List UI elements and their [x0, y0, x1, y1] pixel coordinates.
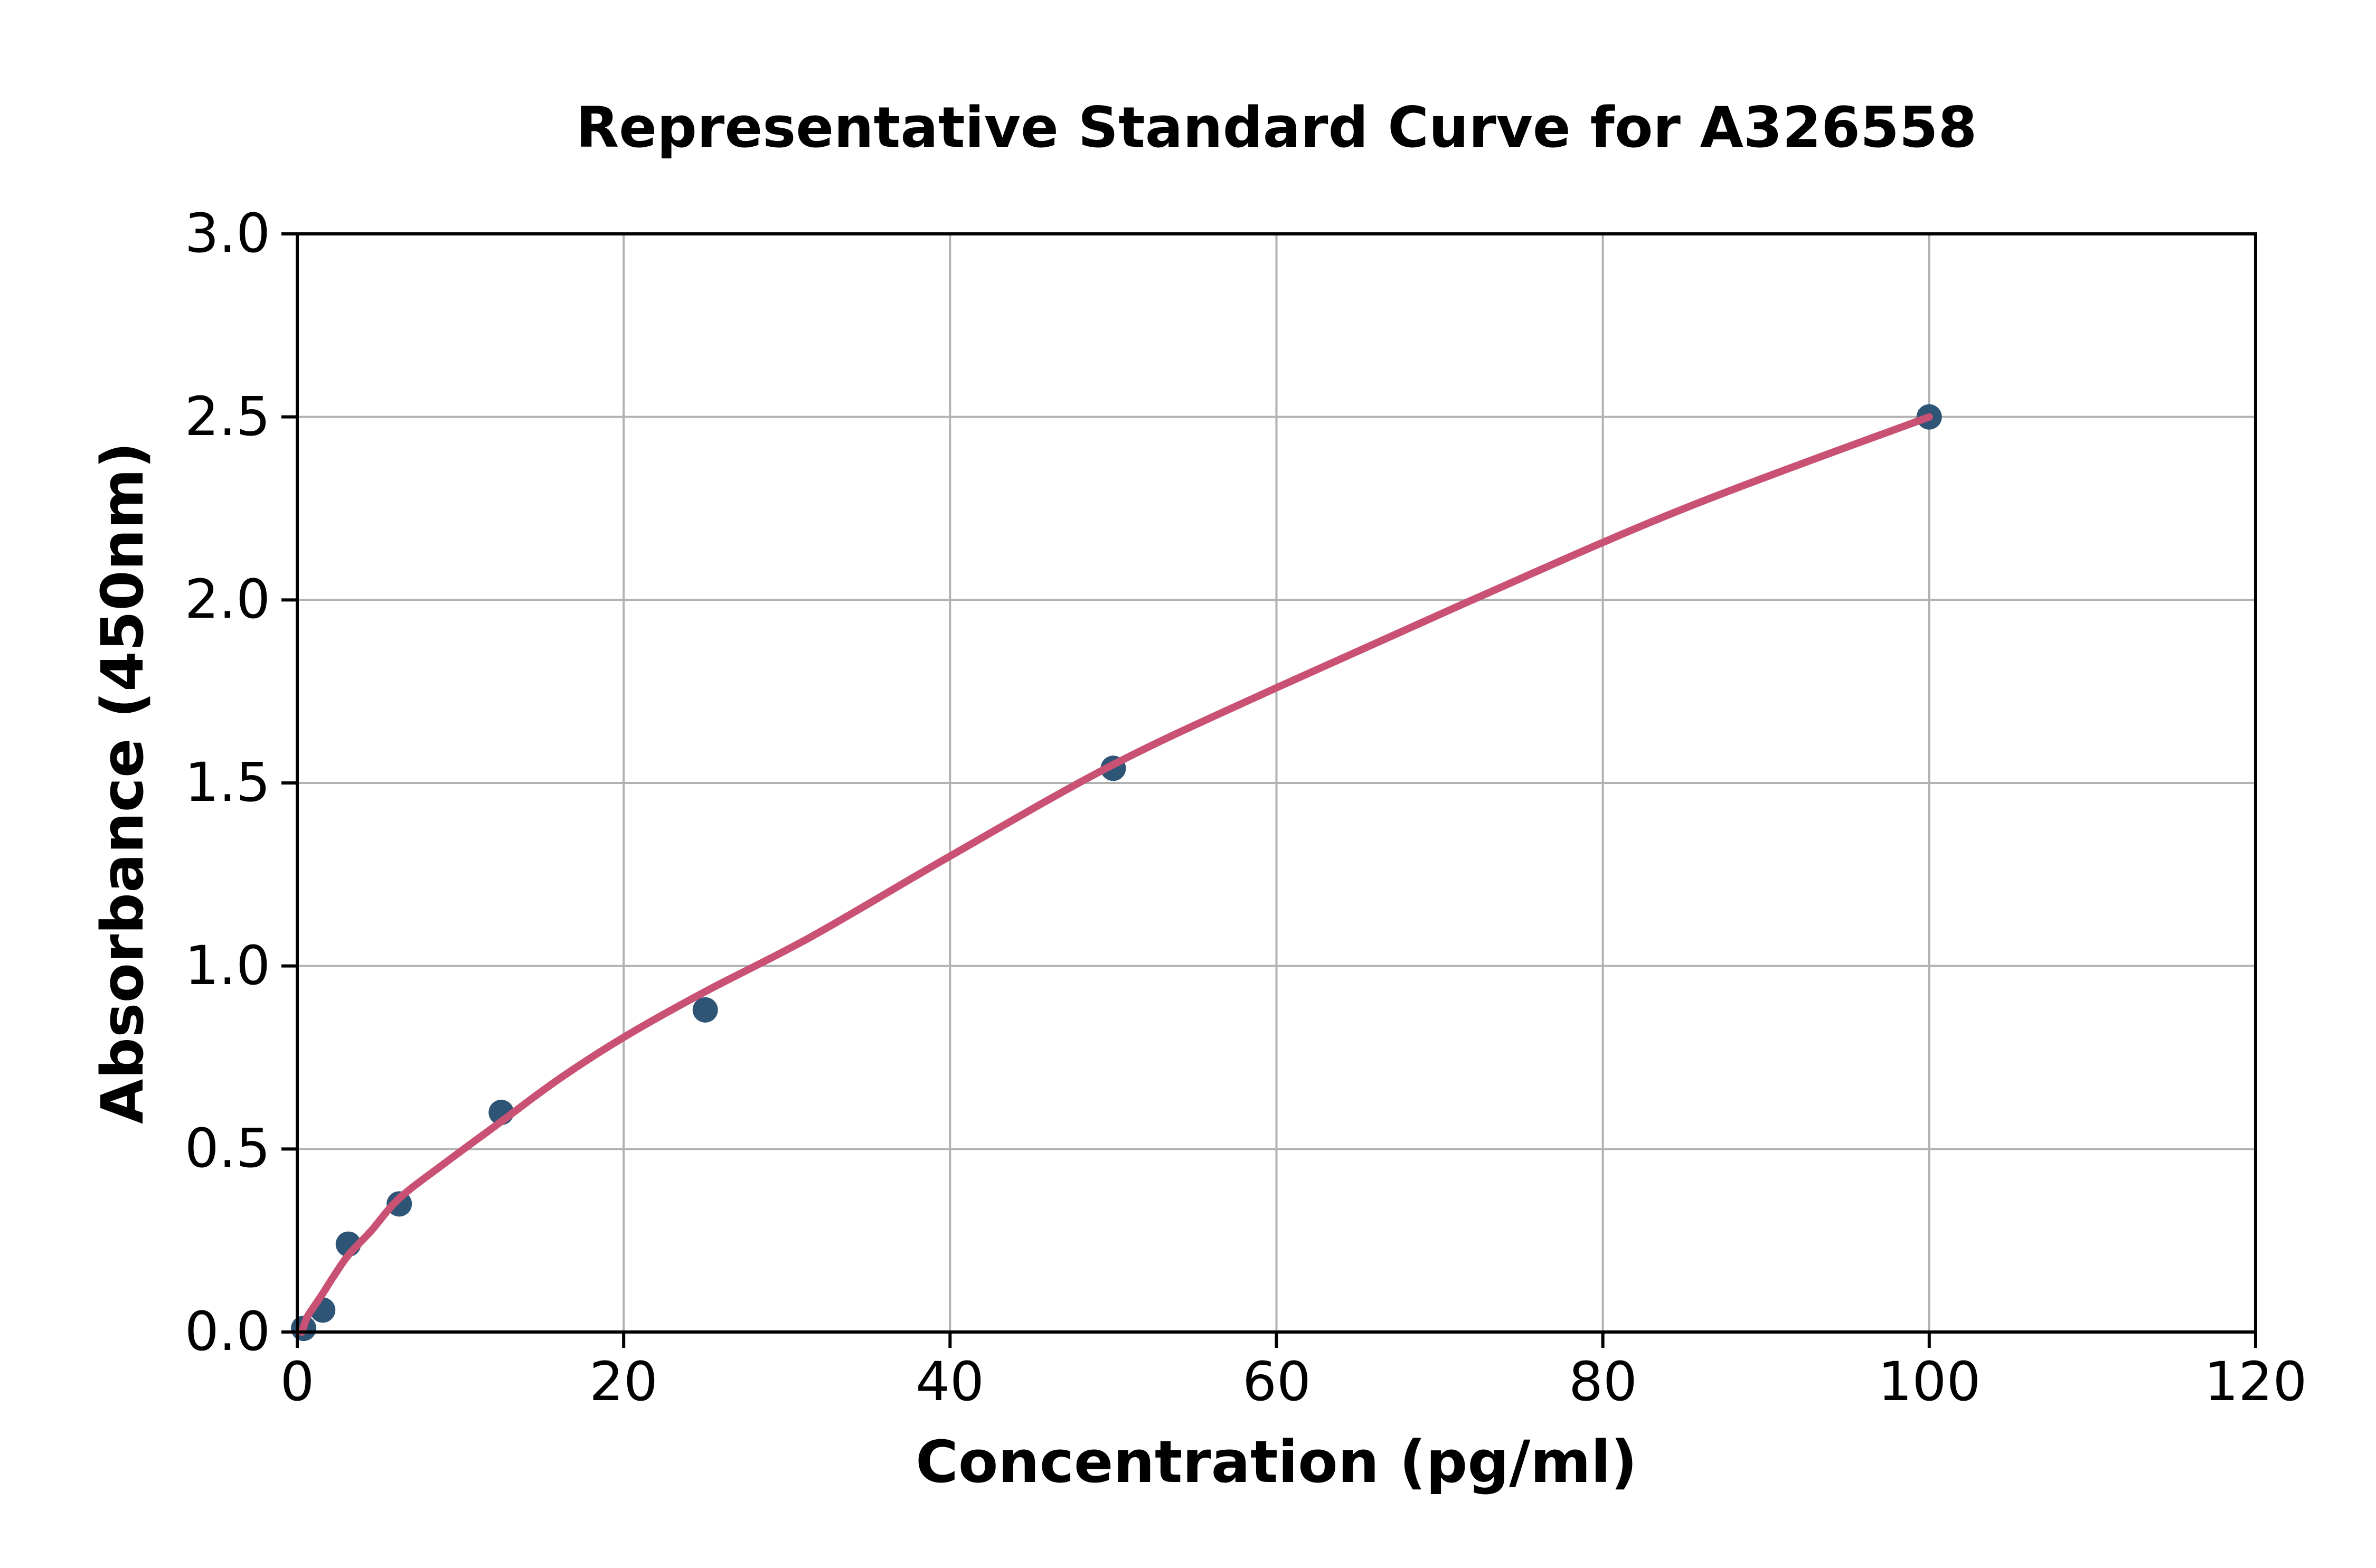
x-axis-title: Concentration (pg/ml) [916, 1428, 1637, 1496]
x-tick-label-6: 120 [2204, 1350, 2307, 1413]
x-tick-label-3: 60 [1242, 1350, 1311, 1413]
y-tick-label-2: 1.0 [184, 934, 270, 997]
data-point [692, 997, 718, 1023]
x-tick-label-1: 20 [589, 1350, 658, 1413]
x-tick-label-4: 80 [1569, 1350, 1637, 1413]
y-tick-label-5: 2.5 [184, 385, 270, 448]
x-tick-label-5: 100 [1878, 1350, 1981, 1413]
x-tick-label-0: 0 [280, 1350, 315, 1413]
y-tick-label-0: 0.0 [184, 1300, 270, 1363]
y-tick-label-6: 3.0 [184, 202, 270, 265]
chart-title: Representative Standard Curve for A32655… [576, 95, 1977, 160]
y-tick-label-4: 2.0 [184, 568, 270, 631]
x-tick-label-2: 40 [916, 1350, 984, 1413]
fitted-curve [298, 413, 1933, 1336]
y-tick-label-1: 0.5 [184, 1117, 270, 1180]
y-tick-label-3: 1.5 [184, 751, 270, 814]
plot-border [296, 232, 2257, 1334]
